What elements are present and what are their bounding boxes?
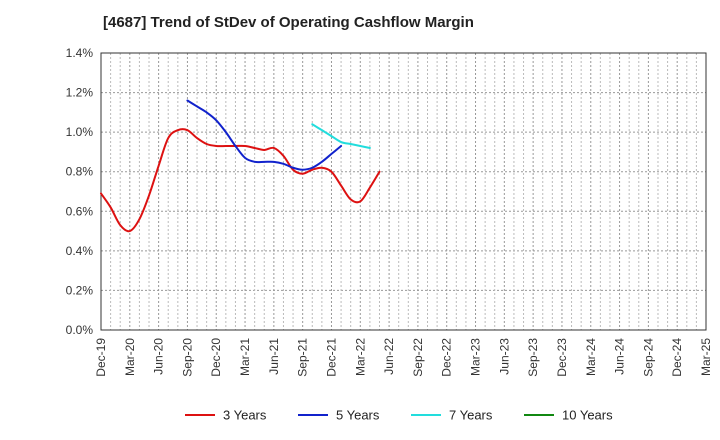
plot-area <box>101 53 706 330</box>
x-tick-label: Dec-22 <box>440 338 454 377</box>
legend-label-7-years: 7 Years <box>449 408 493 423</box>
x-tick-label: Mar-22 <box>353 338 367 376</box>
legend-label-10-years: 10 Years <box>562 408 613 423</box>
x-tick-label: Jun-20 <box>152 338 166 375</box>
x-tick-label: Sep-21 <box>296 338 310 377</box>
x-tick-label: Sep-20 <box>180 338 194 377</box>
y-tick-label: 0.4% <box>66 244 94 258</box>
x-tick-label: Jun-24 <box>613 338 627 375</box>
x-tick-label: Sep-23 <box>526 338 540 377</box>
x-tick-label: Sep-24 <box>641 338 655 377</box>
series-layer <box>100 99 381 233</box>
x-tick-label: Mar-23 <box>469 338 483 376</box>
chart-title: [4687] Trend of StDev of Operating Cashf… <box>103 14 474 31</box>
axis-layer: 0.0% 0.2% 0.4% 0.6% 0.8% 1.0% 1.2% 1.4% Dec-19 Ma… <box>66 46 713 377</box>
legend: 3 Years 5 Years 7 Years 10 Years <box>185 408 613 423</box>
series-line-3-years <box>100 128 381 233</box>
y-tick-label: 0.6% <box>66 204 94 218</box>
y-tick-label: 0.0% <box>66 323 94 337</box>
x-tick-label: Jun-21 <box>267 338 281 375</box>
x-tick-label: Mar-21 <box>238 338 252 376</box>
series-line-5-years <box>186 99 343 171</box>
x-tick-label: Jun-23 <box>497 338 511 375</box>
x-tick-label: Dec-23 <box>555 338 569 377</box>
x-tick-label: Dec-24 <box>670 338 684 377</box>
y-tick-label: 0.8% <box>66 165 94 179</box>
series-line-7-years <box>311 123 371 149</box>
legend-label-3-years: 3 Years <box>223 408 267 423</box>
x-tick-label: Jun-22 <box>382 338 396 375</box>
x-tick-label: Mar-24 <box>584 338 598 376</box>
y-tick-label: 1.4% <box>66 46 94 60</box>
grid-layer <box>101 52 706 330</box>
x-tick-label: Dec-19 <box>94 338 108 377</box>
x-tick-label: Dec-20 <box>209 338 223 377</box>
y-tick-label: 1.2% <box>66 86 94 100</box>
y-tick-label: 1.0% <box>66 125 94 139</box>
legend-label-5-years: 5 Years <box>336 408 380 423</box>
x-tick-label: Sep-22 <box>411 338 425 377</box>
x-tick-label: Dec-21 <box>324 338 338 377</box>
y-tick-label: 0.2% <box>66 283 94 297</box>
x-tick-label: Mar-20 <box>123 338 137 376</box>
plot-border <box>100 52 707 331</box>
x-tick-label: Mar-25 <box>699 338 713 376</box>
